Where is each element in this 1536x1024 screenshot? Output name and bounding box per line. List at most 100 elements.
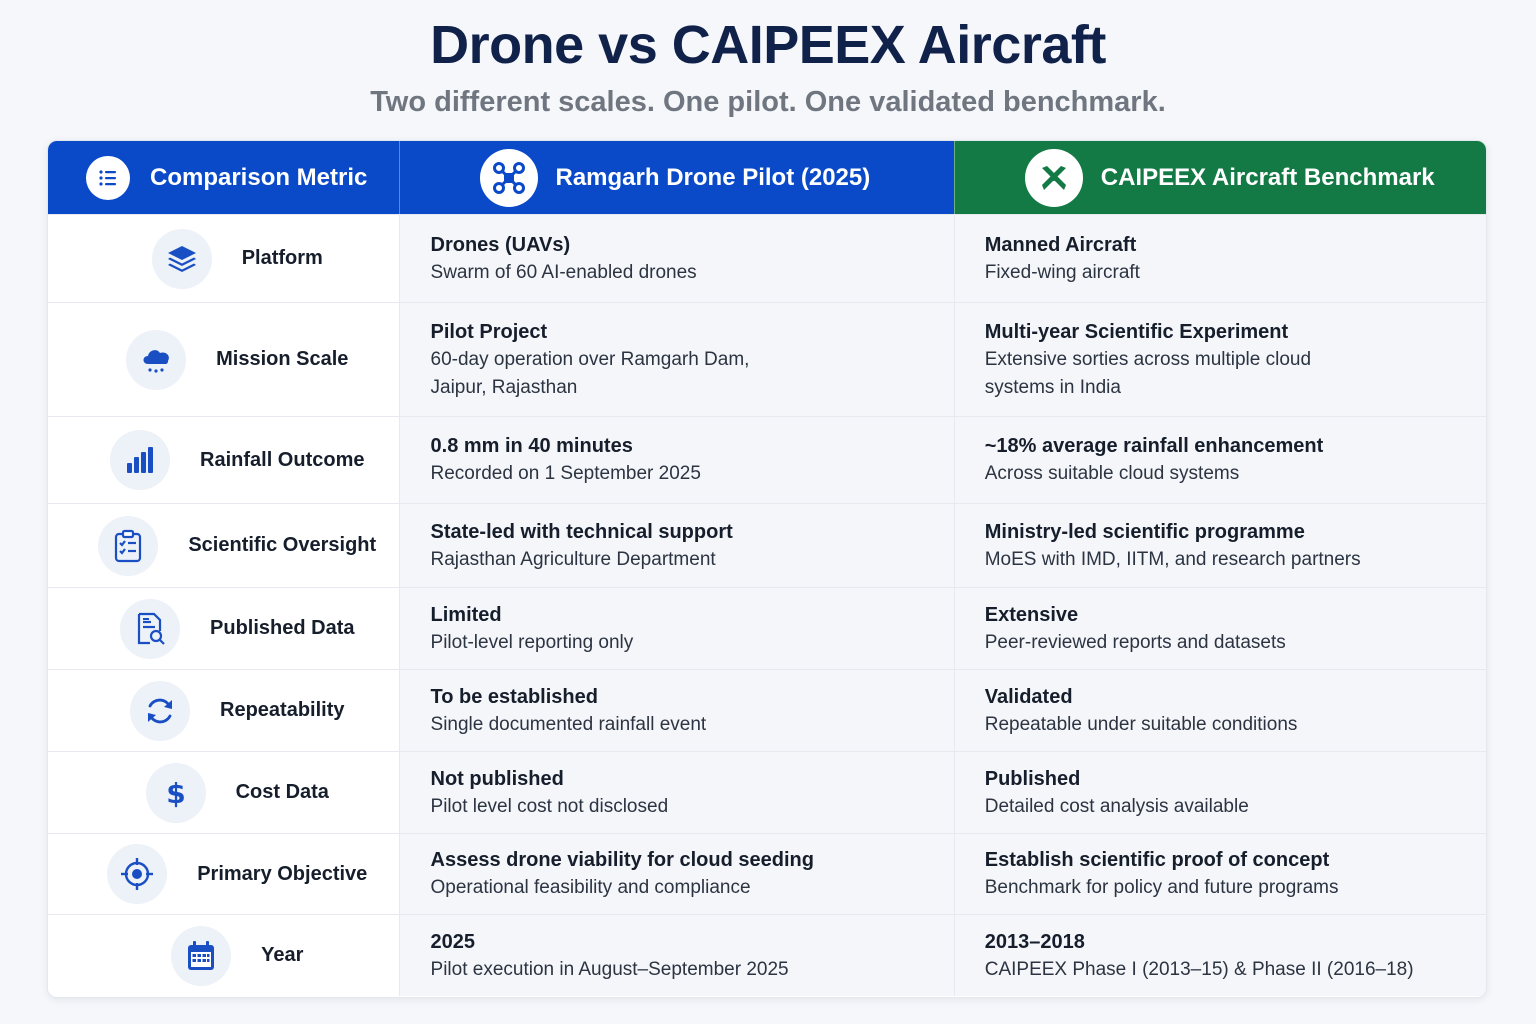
caipeex-secondary: Detailed cost analysis available	[984, 795, 1249, 817]
caipeex-cell: Multi-year Scientific Experiment Extensi…	[953, 303, 1486, 416]
drone-secondary: Pilot-level reporting only	[430, 631, 634, 653]
table-row: Mission Scale Pilot Project 60-day opera…	[48, 302, 1486, 416]
drone-cell: 2025 Pilot execution in August–September…	[398, 915, 954, 996]
refresh-icon	[130, 680, 191, 741]
document-search-icon	[120, 598, 181, 659]
drone-secondary: Pilot execution in August–September 2025	[430, 958, 789, 980]
caipeex-primary: Multi-year Scientific Experiment	[984, 320, 1289, 343]
metric-label: Rainfall Outcome	[200, 448, 365, 471]
drone-cell: Not published Pilot level cost not discl…	[398, 752, 954, 833]
caipeex-cell: Extensive Peer-reviewed reports and data…	[953, 588, 1486, 669]
caipeex-secondary: Fixed-wing aircraft	[984, 261, 1140, 283]
metric-label: Mission Scale	[216, 348, 349, 370]
drone-primary: Not published	[430, 767, 564, 790]
column-header-label: CAIPEEX Aircraft Benchmark	[1100, 163, 1435, 191]
caipeex-cell: Ministry-led scientific programme MoES w…	[953, 504, 1486, 587]
metric-label: Published Data	[210, 617, 355, 639]
bar-chart-icon	[110, 430, 171, 490]
column-header-label: Ramgarh Drone Pilot (2025)	[555, 163, 871, 191]
drone-primary: Drones (UAVs)	[430, 233, 571, 256]
page-title: Drone vs CAIPEEX Aircraft	[430, 15, 1106, 75]
caipeex-primary: Extensive	[984, 603, 1079, 626]
caipeex-secondary: MoES with IMD, IITM, and research partne…	[984, 548, 1361, 570]
drone-primary: 2025	[430, 930, 476, 953]
drone-secondary: Operational feasibility and compliance	[430, 877, 751, 898]
caipeex-secondary: Benchmark for policy and future programs	[984, 877, 1339, 898]
comparison-table: Comparison Metric Ramgarh Drone Pilot (2…	[47, 140, 1487, 998]
table-row: Published Data Limited Pilot-level repor…	[48, 587, 1486, 669]
caipeex-primary: 2013–2018	[984, 930, 1085, 953]
drone-cell: Drones (UAVs) Swarm of 60 AI-enabled dro…	[398, 215, 954, 302]
drone-icon	[479, 148, 538, 207]
drone-cell: Limited Pilot-level reporting only	[398, 588, 954, 669]
column-header-metric: Comparison Metric	[48, 141, 399, 214]
drone-primary: Pilot Project	[430, 320, 548, 343]
drone-primary: Assess drone viability for cloud seeding	[430, 849, 814, 871]
drone-cell: Assess drone viability for cloud seeding…	[398, 834, 954, 914]
metric-cell: Platform	[48, 215, 399, 302]
layers-icon	[151, 228, 212, 289]
caipeex-primary: Establish scientific proof of concept	[984, 849, 1330, 871]
metric-cell: Scientific Oversight	[48, 504, 399, 587]
metric-label: Repeatability	[220, 699, 345, 721]
column-header-drone: Ramgarh Drone Pilot (2025)	[398, 141, 954, 214]
drone-cell: Pilot Project 60-day operation over Ramg…	[398, 303, 954, 416]
caipeex-cell: Published Detailed cost analysis availab…	[953, 752, 1486, 833]
drone-primary: Limited	[430, 603, 502, 626]
drone-secondary: Pilot level cost not disclosed	[430, 795, 669, 817]
metric-cell: Primary Objective	[48, 834, 399, 914]
caipeex-cell: Validated Repeatable under suitable cond…	[953, 670, 1486, 751]
metric-cell: Year	[48, 915, 399, 996]
table-row: Repeatability To be established Single d…	[48, 669, 1486, 751]
drone-cell: State-led with technical support Rajasth…	[398, 504, 954, 587]
table-row: Rainfall Outcome 0.8 mm in 40 minutes Re…	[48, 416, 1486, 503]
metric-label: Year	[261, 944, 304, 966]
table-row: Primary Objective Assess drone viability…	[48, 833, 1486, 914]
drone-cell: To be established Single documented rain…	[398, 670, 954, 751]
metric-cell: Published Data	[48, 588, 399, 669]
caipeex-secondary: Across suitable cloud systems	[984, 463, 1240, 484]
drone-primary: State-led with technical support	[430, 520, 733, 543]
calendar-icon	[171, 925, 232, 986]
caipeex-primary: Ministry-led scientific programme	[984, 520, 1305, 543]
caipeex-secondary: CAIPEEX Phase I (2013–15) & Phase II (20…	[984, 958, 1414, 980]
metric-cell: $ Cost Data	[48, 752, 399, 833]
drone-secondary: 60-day operation over Ramgarh Dam,	[430, 348, 750, 370]
column-header-label: Comparison Metric	[150, 163, 368, 191]
metric-cell: Repeatability	[48, 670, 399, 751]
caipeex-primary: Validated	[984, 685, 1073, 708]
metric-label: Cost Data	[235, 781, 329, 803]
metric-cell: Rainfall Outcome	[48, 417, 399, 503]
drone-cell: 0.8 mm in 40 minutes Recorded on 1 Septe…	[398, 417, 954, 503]
metric-label: Primary Objective	[197, 862, 368, 885]
drone-secondary: Recorded on 1 September 2025	[430, 463, 701, 484]
caipeex-cell: Establish scientific proof of concept Be…	[953, 834, 1486, 914]
caipeex-primary: Manned Aircraft	[984, 233, 1137, 256]
drone-secondary: Rajasthan Agriculture Department	[430, 548, 716, 570]
metric-cell: Mission Scale	[48, 303, 399, 416]
column-header-caipeex: CAIPEEX Aircraft Benchmark	[953, 141, 1486, 214]
caipeex-secondary-line2: systems in India	[984, 376, 1121, 398]
drone-secondary: Swarm of 60 AI-enabled drones	[430, 261, 697, 283]
table-header: Comparison Metric Ramgarh Drone Pilot (2…	[48, 141, 1486, 214]
list-icon	[86, 155, 130, 200]
caipeex-secondary: Peer-reviewed reports and datasets	[984, 631, 1286, 653]
metric-label: Scientific Oversight	[188, 534, 377, 556]
rain-cloud-icon	[126, 329, 187, 390]
metric-label: Platform	[241, 247, 323, 269]
table-row: $ Cost Data Not published Pilot level co…	[48, 751, 1486, 833]
drone-primary: 0.8 mm in 40 minutes	[430, 435, 633, 457]
caipeex-secondary: Extensive sorties across multiple cloud	[984, 348, 1312, 370]
caipeex-primary: Published	[984, 767, 1081, 790]
svg-text:$: $	[166, 777, 185, 810]
drone-secondary: Single documented rainfall event	[430, 713, 707, 735]
dollar-icon: $	[145, 762, 206, 823]
caipeex-cell: ~18% average rainfall enhancement Across…	[953, 417, 1486, 503]
drone-primary: To be established	[430, 685, 598, 708]
target-icon	[107, 844, 168, 904]
caipeex-cell: 2013–2018 CAIPEEX Phase I (2013–15) & Ph…	[953, 915, 1486, 996]
caipeex-secondary: Repeatable under suitable conditions	[984, 713, 1298, 735]
drone-secondary-line2: Jaipur, Rajasthan	[430, 376, 578, 398]
table-row: Platform Drones (UAVs) Swarm of 60 AI-en…	[48, 214, 1486, 302]
